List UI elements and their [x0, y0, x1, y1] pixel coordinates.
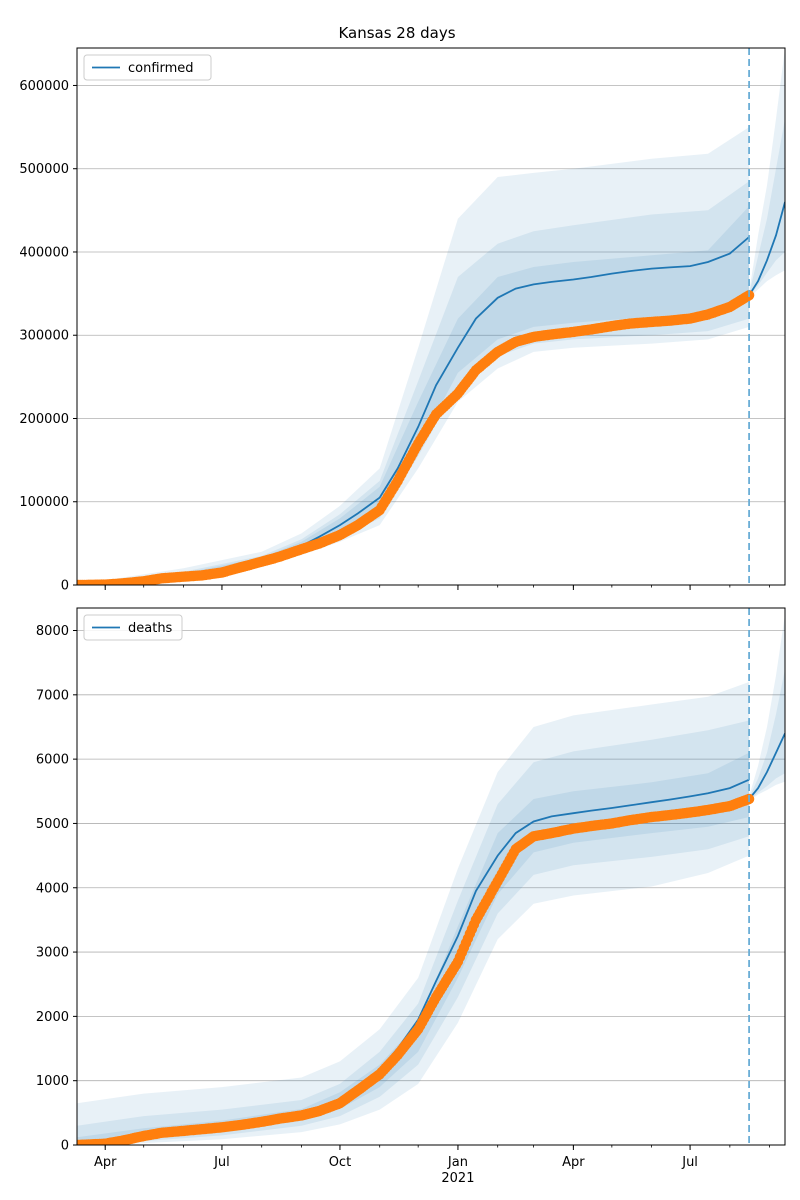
observed-series — [77, 793, 755, 1145]
y-tick-label: 200000 — [19, 412, 69, 427]
legend-box — [83, 54, 212, 81]
deaths-panel: 0 1000 2000 3000 4000 5000 6000 7000 8000 Apr Jul O… — [36, 607, 786, 1186]
y-tick-label: 1000 — [36, 1074, 69, 1089]
observed-series — [77, 290, 755, 585]
axes-frame — [76, 47, 786, 586]
forecast-line — [748, 733, 785, 800]
legend-label: confirmed — [128, 61, 194, 76]
legend-box — [83, 614, 183, 641]
x-tick-label: Jul — [681, 1155, 698, 1170]
plot-area — [77, 614, 785, 1145]
x-tick-label: Oct — [329, 1155, 351, 1170]
y-tick-label: 8000 — [36, 624, 69, 639]
forecast-interval-band — [749, 118, 785, 297]
y-tick-label: 2000 — [36, 1010, 69, 1025]
y-tick-label: 600000 — [19, 79, 69, 94]
y-tick-label: 5000 — [36, 817, 69, 832]
y-tick-label: 3000 — [36, 946, 69, 961]
interval-band — [77, 127, 750, 585]
interval-band — [77, 752, 750, 1145]
y-tick-label: 500000 — [19, 162, 69, 177]
axes-frame — [76, 607, 786, 1146]
x-tick-label: Apr — [562, 1155, 585, 1170]
x-tick-label: Apr — [94, 1155, 117, 1170]
interval-band — [77, 206, 750, 585]
plot-area — [77, 48, 785, 585]
forecast-line — [748, 201, 785, 296]
y-tick-label: 400000 — [19, 245, 69, 260]
legend-label: deaths — [128, 621, 173, 636]
forecast-interval-band — [749, 669, 785, 801]
interval-band — [77, 181, 750, 585]
y-tick-label: 100000 — [19, 495, 69, 510]
y-tick-label: 4000 — [36, 881, 69, 896]
x-tick-label: Jan — [447, 1155, 468, 1170]
x-tick-label: Jul — [213, 1155, 230, 1170]
legend: confirmed — [83, 54, 212, 81]
y-tick-label: 0 — [61, 1139, 69, 1154]
y-tick-label: 6000 — [36, 753, 69, 768]
legend: deaths — [83, 614, 183, 641]
y-tick-label: 0 — [61, 579, 69, 594]
y-tick-label: 300000 — [19, 329, 69, 344]
y-tick-label: 7000 — [36, 688, 69, 703]
figure-title: Kansas 28 days — [338, 24, 455, 42]
x-year-label: 2021 — [441, 1171, 474, 1186]
confirmed-panel: 0 100000 200000 300000 400000 500000 600000 con… — [19, 47, 786, 594]
interval-band — [77, 682, 750, 1145]
